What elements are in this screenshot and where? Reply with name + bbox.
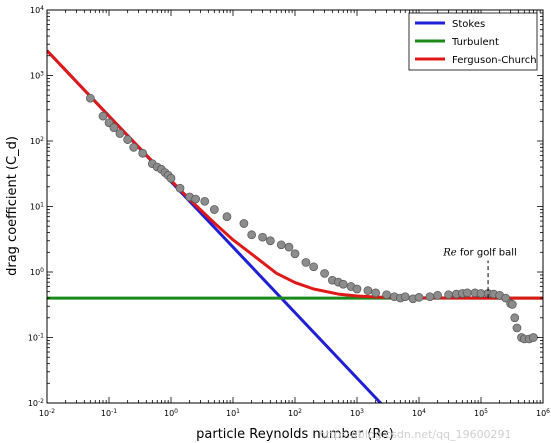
data-point bbox=[284, 242, 294, 252]
data-point bbox=[258, 232, 267, 242]
data-point bbox=[338, 279, 348, 289]
plot-frame bbox=[46, 9, 544, 404]
data-point bbox=[507, 300, 517, 309]
legend-label-stokes: Stokes bbox=[452, 19, 485, 30]
annotation-group: Re for golf ball bbox=[442, 247, 517, 299]
x-tick-label: 101 bbox=[226, 408, 240, 418]
data-point bbox=[462, 288, 472, 298]
y-tick-label: 103 bbox=[30, 71, 44, 81]
x-tick-label: 103 bbox=[350, 408, 364, 418]
data-point bbox=[433, 291, 443, 300]
data-point bbox=[512, 323, 522, 333]
data-point bbox=[501, 293, 511, 303]
data-point bbox=[265, 236, 275, 246]
x-tick-label: 102 bbox=[288, 408, 302, 418]
data-point bbox=[98, 111, 108, 121]
y-tick-label: 101 bbox=[30, 202, 44, 212]
annotation-re-symbol: Re bbox=[442, 247, 457, 258]
data-point bbox=[414, 293, 424, 302]
y-tick-label: 100 bbox=[30, 267, 44, 277]
y-tick-label: 102 bbox=[30, 136, 44, 146]
x-tick-label: 100 bbox=[164, 408, 178, 418]
y-tick-label: 10-2 bbox=[28, 398, 44, 408]
data-point bbox=[85, 93, 95, 103]
y-tick-label: 10-1 bbox=[28, 333, 44, 343]
golf-ball-annotation: Re for golf ball bbox=[442, 247, 517, 258]
x-tick-label: 105 bbox=[474, 408, 488, 418]
data-point bbox=[276, 240, 286, 250]
data-point bbox=[529, 333, 538, 342]
x-tick-label: 104 bbox=[412, 408, 426, 418]
data-point bbox=[352, 284, 362, 294]
watermark: https://blog.csdn.net/qq_19600291 bbox=[318, 428, 511, 441]
data-point bbox=[320, 269, 329, 278]
x-tick-label: 10-2 bbox=[39, 408, 55, 418]
legend-label-ferguson-church: Ferguson-Church bbox=[452, 55, 537, 66]
data-point bbox=[510, 313, 520, 323]
data-point bbox=[301, 258, 311, 267]
annotation-text: for golf ball bbox=[457, 247, 517, 258]
data-point bbox=[444, 290, 453, 300]
data-point bbox=[115, 129, 125, 138]
y-axis-label: drag coefficient (C_d) bbox=[5, 136, 20, 276]
data-point bbox=[200, 196, 210, 206]
data-point bbox=[166, 173, 176, 183]
series-group bbox=[47, 49, 543, 403]
y-tick-label: 104 bbox=[30, 5, 44, 15]
legend: Stokes Turbulent Ferguson-Church bbox=[408, 12, 538, 71]
data-point bbox=[123, 135, 133, 144]
data-point bbox=[400, 292, 410, 302]
data-point bbox=[382, 290, 391, 300]
data-point bbox=[363, 286, 373, 295]
x-tick-label: 106 bbox=[536, 408, 550, 418]
data-point bbox=[290, 249, 300, 259]
data-point bbox=[239, 219, 249, 228]
data-point bbox=[109, 123, 119, 132]
data-point bbox=[138, 148, 148, 158]
data-point bbox=[425, 292, 435, 302]
data-point bbox=[175, 183, 185, 193]
plot-area bbox=[47, 10, 543, 403]
x-tick-label: 10-1 bbox=[101, 408, 117, 418]
data-point bbox=[371, 288, 381, 298]
data-point bbox=[247, 230, 257, 240]
data-point bbox=[129, 143, 139, 152]
x-axis-label: particle Reynolds number (Re) bbox=[196, 427, 394, 442]
data-point bbox=[191, 194, 201, 204]
data-point bbox=[309, 262, 319, 272]
data-point bbox=[209, 205, 219, 214]
legend-label-turbulent: Turbulent bbox=[451, 37, 499, 48]
data-point bbox=[222, 212, 232, 221]
